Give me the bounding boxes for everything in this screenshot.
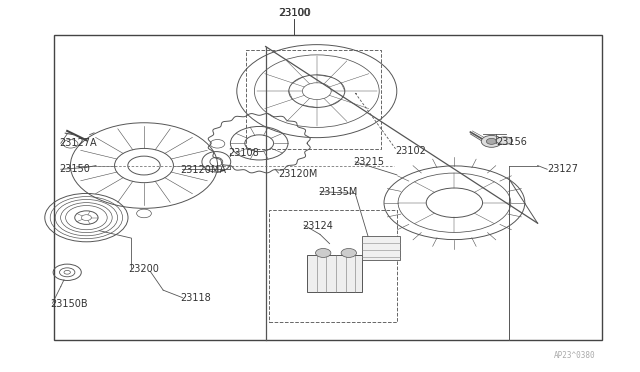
Bar	[362, 236, 400, 260]
Text: 23124: 23124	[302, 221, 333, 231]
Bar	[307, 255, 362, 292]
Bar	[246, 50, 381, 149]
Text: 23127A: 23127A	[59, 138, 97, 148]
Ellipse shape	[496, 137, 513, 144]
Bar	[269, 210, 397, 322]
Text: AP23^0380: AP23^0380	[554, 351, 595, 360]
Text: 23135M: 23135M	[319, 187, 358, 197]
Text: 23118: 23118	[180, 294, 211, 303]
Text: 23156: 23156	[496, 137, 527, 147]
Text: 23108: 23108	[228, 148, 259, 157]
Circle shape	[486, 138, 497, 144]
Circle shape	[341, 248, 356, 257]
Text: 23200: 23200	[128, 264, 159, 274]
Text: 23215: 23215	[353, 157, 384, 167]
Text: 23120MA: 23120MA	[180, 165, 227, 175]
Text: 23102: 23102	[396, 146, 426, 155]
Bar	[54, 35, 602, 340]
Text: 23120M: 23120M	[278, 169, 318, 179]
Text: 23100: 23100	[279, 8, 310, 18]
Text: 23100: 23100	[278, 8, 311, 18]
Circle shape	[481, 135, 502, 147]
Text: 23150B: 23150B	[51, 299, 88, 309]
Text: 23150: 23150	[59, 164, 90, 174]
Circle shape	[316, 248, 331, 257]
Text: 23127: 23127	[547, 164, 578, 173]
